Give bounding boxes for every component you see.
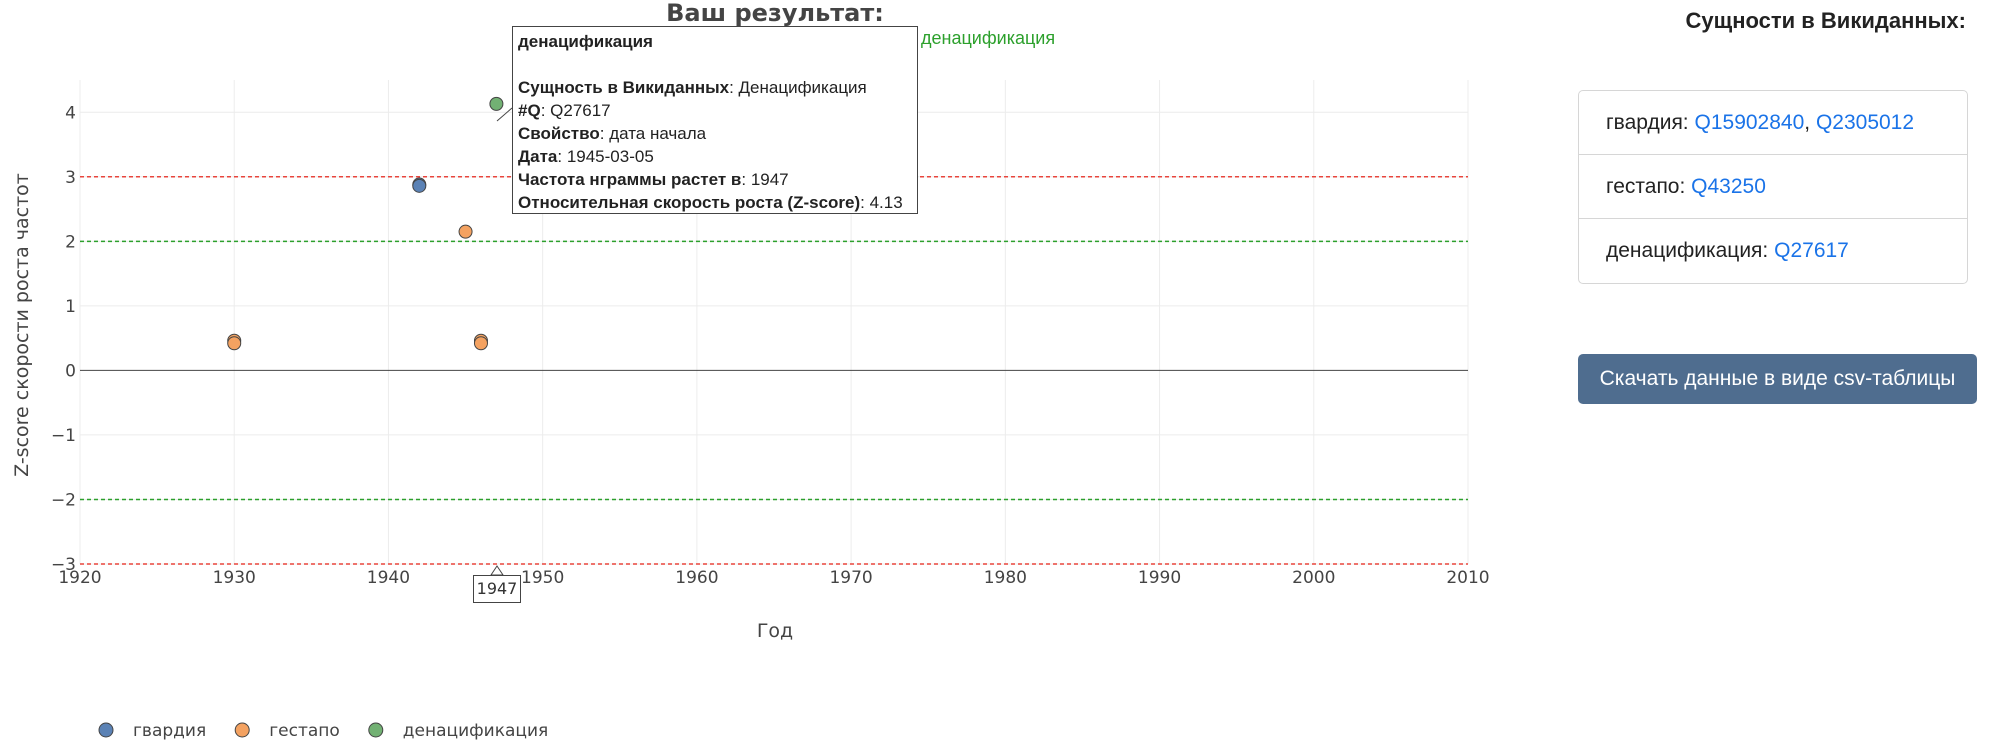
data-point — [412, 178, 427, 193]
x-tick-label: 2010 — [1446, 568, 1489, 588]
legend-label: денацификация — [403, 721, 548, 741]
y-tick-label: −3 — [51, 555, 76, 575]
tooltip-q-label: #Q — [518, 101, 541, 120]
y-tick-label: 4 — [65, 103, 76, 123]
data-point — [489, 96, 504, 111]
entity-label: гвардия: — [1606, 110, 1689, 134]
tooltip-property-value: дата начала — [609, 124, 707, 143]
entity-item-denazification: денацификация: Q27617 — [1579, 219, 1967, 283]
chart-title: Ваш результат: — [666, 0, 884, 27]
y-tick-label: 1 — [65, 297, 76, 317]
entity-label: гестапо: — [1606, 174, 1686, 198]
tooltip-z-label: Относительная скорость роста (Z-score) — [518, 193, 861, 212]
y-tick-label: 2 — [65, 232, 76, 252]
legend: гвардия гестапо денацификация — [98, 721, 548, 741]
tooltip-freq-value: 1947 — [750, 170, 789, 189]
x-tick-label: 1970 — [829, 568, 872, 588]
x-hover-label: 1947 — [473, 575, 521, 603]
entity-item-gestapo: гестапо: Q43250 — [1579, 155, 1967, 219]
entity-item-gvardiya: гвардия: Q15902840, Q2305012 — [1579, 91, 1967, 155]
sidebar-title: Сущности в Викиданных: — [1685, 8, 1966, 33]
tick-labels: 1920 1930 1940 1950 1960 1970 1980 1990 2000 2010… — [51, 103, 1490, 588]
x-axis-title: Год — [757, 620, 793, 642]
data-point — [458, 224, 473, 239]
download-csv-button[interactable]: Скачать данные в виде csv-таблицы — [1578, 354, 1977, 404]
x-tick-label: 2000 — [1292, 568, 1335, 588]
legend-label: гестапо — [269, 721, 340, 741]
hover-spike — [496, 107, 513, 122]
data-point — [473, 336, 488, 351]
hover-tooltip: денацификация Сущность в Викиданных: Ден… — [512, 26, 918, 214]
entity-link-q2305012[interactable]: Q2305012 — [1815, 110, 1915, 134]
y-tick-label: −1 — [51, 426, 76, 446]
y-tick-label: 3 — [65, 168, 76, 188]
entity-list: гвардия: Q15902840, Q2305012 гестапо: Q4… — [1578, 90, 1968, 284]
legend-marker — [368, 722, 384, 738]
entity-link-q27617[interactable]: Q27617 — [1774, 239, 1849, 262]
x-tick-label: 1980 — [984, 568, 1027, 588]
tooltip-property-label: Свойство — [518, 124, 600, 143]
x-tick-label: 1960 — [675, 568, 718, 588]
tooltip-trace-name: денацификация — [921, 28, 1056, 48]
tooltip-entity-label: Сущность в Викиданных — [518, 78, 730, 97]
x-tick-label: 1940 — [367, 568, 410, 588]
y-tick-label: −2 — [51, 490, 76, 510]
legend-label: гвардия — [133, 721, 206, 741]
tooltip-date-value: 1945-03-05 — [566, 147, 654, 166]
tooltip-freq-label: Частота нграммы растет в — [518, 170, 742, 189]
tooltip-q-value: Q27617 — [550, 101, 611, 120]
data-points — [227, 96, 504, 351]
legend-marker — [234, 722, 250, 738]
y-axis-title: Z-score скорости роста частот — [11, 173, 33, 477]
entity-link-q43250[interactable]: Q43250 — [1691, 174, 1766, 198]
data-point — [227, 336, 242, 351]
tooltip-z-value: 4.13 — [869, 193, 903, 212]
tooltip-name: денацификация — [518, 32, 653, 51]
tooltip-entity-value: Денацификация — [738, 78, 867, 97]
entity-link-q15902840[interactable]: Q15902840 — [1694, 110, 1805, 134]
x-hover-pointer — [490, 565, 504, 576]
x-tick-label: 1990 — [1138, 568, 1181, 588]
y-tick-label: 0 — [65, 361, 76, 381]
entity-label: денацификация: — [1606, 239, 1769, 262]
x-tick-label: 1920 — [58, 568, 101, 588]
x-tick-label: 1930 — [213, 568, 256, 588]
legend-marker — [98, 722, 114, 738]
x-tick-label: 1950 — [521, 568, 564, 588]
tooltip-date-label: Дата — [518, 147, 558, 166]
